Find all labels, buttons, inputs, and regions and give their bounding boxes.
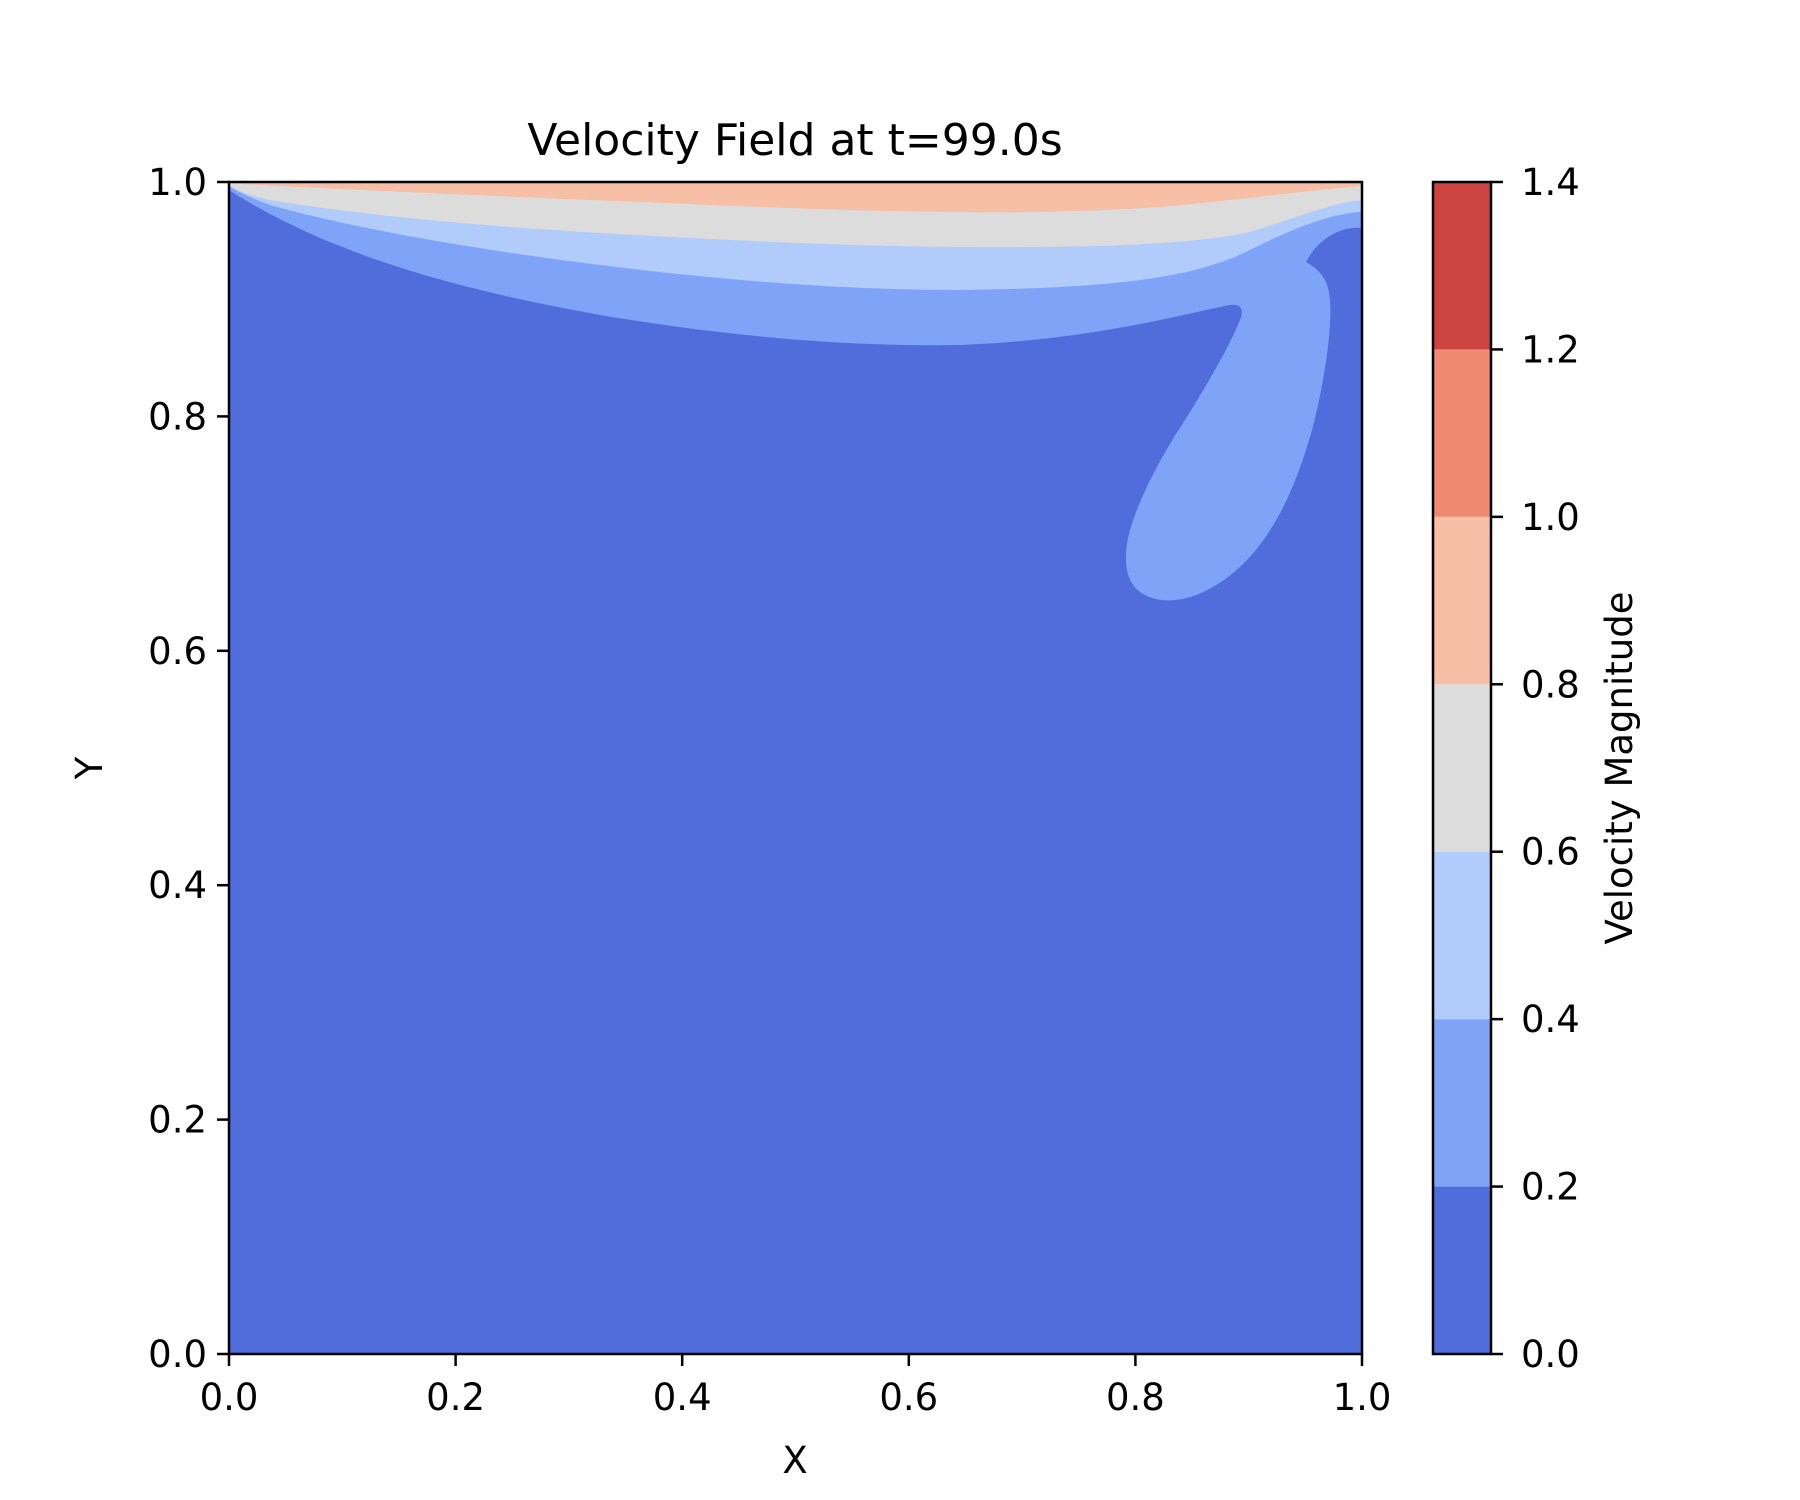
- y-axis-label: Y: [68, 756, 111, 780]
- colorbar-ticks: 0.0 0.2 0.4 0.6 0.8 1.0 1.2 1.4: [1491, 161, 1580, 1376]
- y-tick-label: 0.6: [148, 630, 207, 673]
- contour-regions: [229, 182, 1362, 1354]
- colorbar-band: [1433, 684, 1491, 852]
- colorbar-band: [1433, 1186, 1491, 1354]
- colorbar-band: [1433, 516, 1491, 685]
- x-tick-label: 0.0: [200, 1376, 259, 1419]
- y-tick-label: 0.0: [148, 1333, 207, 1376]
- colorbar-tick-label: 0.0: [1521, 1333, 1580, 1376]
- x-tick-label: 0.2: [426, 1376, 485, 1419]
- x-axis-ticks: 0.0 0.2 0.4 0.6 0.8 1.0: [200, 1354, 1392, 1419]
- colorbar-band: [1433, 851, 1491, 1020]
- colorbar-tick-label: 1.4: [1521, 161, 1580, 204]
- colorbar-tick-label: 0.8: [1521, 663, 1580, 706]
- contour-region-1: [229, 182, 1362, 601]
- colorbar-tick-label: 1.2: [1521, 328, 1580, 371]
- chart-title: Velocity Field at t=99.0s: [527, 115, 1062, 166]
- colorbar-frame: [1431, 180, 1493, 1356]
- y-tick-label: 0.8: [148, 395, 207, 438]
- colorbar-tick-label: 1.0: [1521, 496, 1580, 539]
- contour-region-0: [229, 182, 1362, 1354]
- x-tick-label: 0.8: [1106, 1376, 1165, 1419]
- colorbar-tick-label: 0.2: [1521, 1166, 1580, 1209]
- x-axis-label: X: [782, 1439, 807, 1482]
- colorbar-band: [1433, 349, 1491, 517]
- y-tick-label: 0.4: [148, 864, 207, 907]
- colorbar-tick-label: 0.4: [1521, 998, 1580, 1041]
- y-tick-label: 0.2: [148, 1099, 207, 1142]
- colorbar-label: Velocity Magnitude: [1598, 592, 1641, 945]
- colorbar-band: [1433, 1019, 1491, 1187]
- y-axis-ticks: 0.0 0.2 0.4 0.6 0.8 1.0: [148, 161, 229, 1376]
- x-tick-label: 1.0: [1333, 1376, 1392, 1419]
- x-tick-label: 0.6: [879, 1376, 938, 1419]
- x-tick-label: 0.4: [653, 1376, 712, 1419]
- y-tick-label: 1.0: [148, 161, 207, 204]
- plot-frame: [227, 180, 1364, 1356]
- colorbar: [1433, 182, 1491, 1354]
- colorbar-tick-label: 0.6: [1521, 831, 1580, 874]
- contour-region-4: [229, 182, 1362, 213]
- colorbar-band: [1433, 182, 1491, 350]
